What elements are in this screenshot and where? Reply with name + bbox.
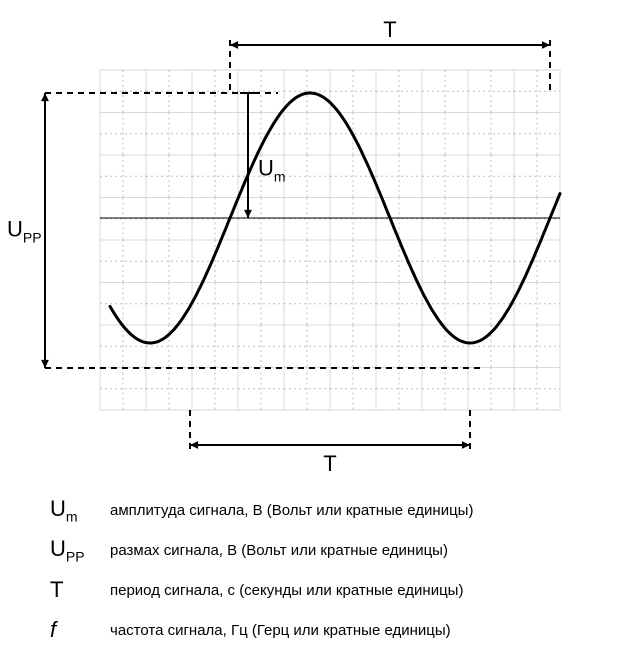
svg-text:UPP: UPP [7, 217, 42, 246]
legend-symbol: T [50, 577, 110, 603]
legend-symbol: f [50, 617, 110, 643]
legend-row: f частота сигнала, Гц (Герц или кратные … [50, 610, 473, 650]
legend-symbol: UPP [50, 536, 110, 564]
legend-desc: период сигнала, с (секунды или кратные е… [110, 582, 463, 599]
waveform-svg: T T UPP Um [0, 0, 622, 480]
legend-row: Um амплитуда сигнала, В (Вольт или кратн… [50, 490, 473, 530]
legend-row: T период сигнала, с (секунды или кратные… [50, 570, 473, 610]
legend-row: UPP размах сигнала, В (Вольт или кратные… [50, 530, 473, 570]
legend-desc: амплитуда сигнала, В (Вольт или кратные … [110, 502, 473, 519]
legend-symbol: Um [50, 496, 110, 524]
legend: Um амплитуда сигнала, В (Вольт или кратн… [50, 490, 473, 650]
svg-text:T: T [323, 451, 336, 476]
page: T T UPP Um Um амплитуда сигнала, В (Вольт и… [0, 0, 622, 652]
legend-desc: размах сигнала, В (Вольт или кратные еди… [110, 542, 448, 559]
svg-text:T: T [383, 17, 396, 42]
legend-desc: частота сигнала, Гц (Герц или кратные ед… [110, 622, 451, 639]
svg-text:Um: Um [258, 156, 286, 185]
